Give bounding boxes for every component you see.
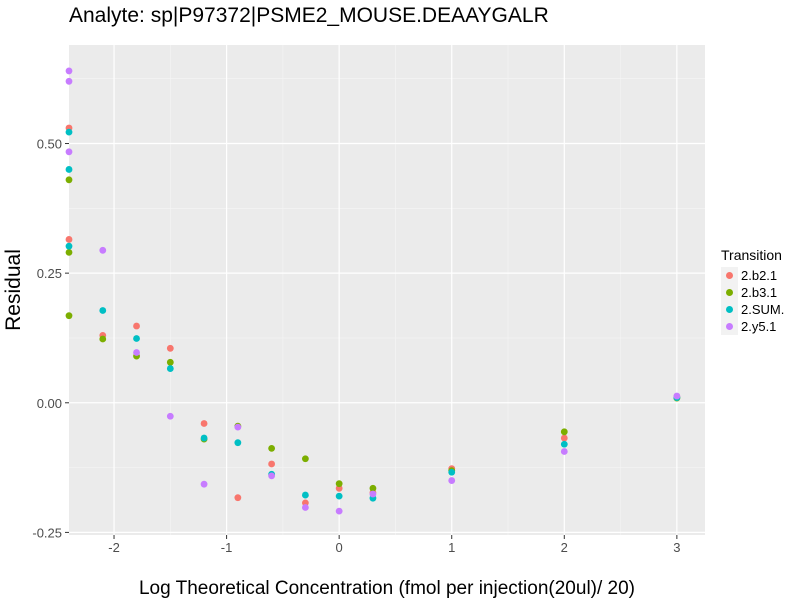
- data-point: [369, 490, 377, 498]
- data-point: [335, 480, 343, 488]
- data-point: [166, 344, 174, 352]
- data-point: [234, 439, 242, 447]
- legend-marker: [726, 306, 733, 313]
- y-tick-label: 0.50: [37, 137, 62, 152]
- data-point: [301, 455, 309, 463]
- axis-ticks: -2 -1 0 1 2 3 -0.25 0.00 0.25 0.50: [32, 137, 680, 555]
- data-point: [166, 365, 174, 372]
- legend: Transition 2.b2.1 2.b3.1 2.SUM. 2.y5.1: [721, 247, 784, 335]
- data-point: [200, 434, 208, 442]
- data-point: [234, 423, 242, 431]
- legend-label: 2.y5.1: [741, 319, 777, 334]
- data-point: [560, 428, 568, 436]
- data-point: [65, 236, 73, 243]
- data-point: [301, 504, 309, 511]
- legend-label: 2.b3.1: [741, 285, 778, 300]
- x-tick-label: 1: [448, 540, 455, 555]
- data-point: [65, 242, 73, 250]
- data-point: [99, 335, 107, 343]
- data-point: [560, 440, 568, 448]
- data-point: [65, 128, 73, 136]
- x-tick-label: -2: [108, 540, 120, 555]
- data-point: [65, 176, 73, 184]
- data-point: [234, 494, 242, 502]
- data-point: [65, 312, 73, 320]
- data-point: [268, 472, 276, 480]
- minor-gridlines: [69, 45, 705, 535]
- data-points: [65, 67, 681, 515]
- legend-label: 2.SUM.: [741, 302, 785, 317]
- data-point: [268, 460, 276, 468]
- legend-label: 2.b2.1: [741, 268, 778, 283]
- y-tick-label: -0.25: [32, 525, 62, 540]
- x-tick-label: 3: [673, 540, 680, 555]
- data-point: [65, 148, 73, 156]
- data-point: [335, 484, 343, 492]
- data-point: [99, 246, 107, 254]
- legend-key: [721, 267, 738, 284]
- plot-background: [69, 45, 705, 535]
- data-point: [301, 491, 309, 499]
- data-point: [335, 507, 343, 515]
- x-axis-label: Log Theoretical Concentration (fmol per …: [138, 578, 636, 599]
- x-tick-label: -1: [221, 540, 233, 555]
- data-point: [369, 484, 377, 492]
- legend-entry: 2.b3.1: [721, 284, 784, 301]
- data-point: [335, 492, 343, 500]
- legend-key: [721, 284, 738, 301]
- data-point: [200, 420, 208, 427]
- data-point: [65, 249, 73, 256]
- x-tick-label: 0: [336, 540, 343, 555]
- legend-key: [721, 301, 738, 318]
- data-point: [133, 322, 140, 330]
- data-point: [166, 412, 174, 420]
- legend-key: [721, 318, 738, 335]
- legend-entry: 2.SUM.: [721, 301, 784, 318]
- legend-entry: 2.y5.1: [721, 318, 784, 335]
- data-point: [268, 445, 276, 452]
- data-point: [133, 335, 140, 342]
- y-tick-label: 0.00: [37, 396, 62, 411]
- y-axis-label: Residual: [2, 249, 25, 331]
- legend-marker: [726, 272, 733, 279]
- legend-marker: [726, 323, 733, 330]
- data-point: [99, 307, 107, 314]
- chart-title: Analyte: sp|P97372|PSME2_MOUSE.DEAAYGALR: [69, 4, 549, 27]
- legend-entries: 2.b2.1 2.b3.1 2.SUM. 2.y5.1: [721, 267, 784, 335]
- x-tick-label: 2: [561, 540, 568, 555]
- data-point: [301, 499, 309, 507]
- legend-entry: 2.b2.1: [721, 267, 784, 284]
- data-point: [448, 477, 456, 484]
- y-tick-label: 0.25: [37, 266, 62, 281]
- legend-marker: [726, 289, 733, 296]
- data-point: [65, 67, 73, 75]
- data-point: [673, 392, 681, 400]
- data-point: [560, 448, 568, 455]
- data-point: [560, 434, 568, 442]
- legend-title: Transition: [721, 247, 782, 263]
- data-point: [133, 349, 140, 356]
- major-gridlines: [69, 45, 705, 535]
- data-point: [448, 468, 456, 476]
- data-point: [65, 77, 73, 85]
- data-point: [166, 358, 174, 366]
- data-point: [200, 480, 208, 488]
- data-point: [65, 166, 73, 173]
